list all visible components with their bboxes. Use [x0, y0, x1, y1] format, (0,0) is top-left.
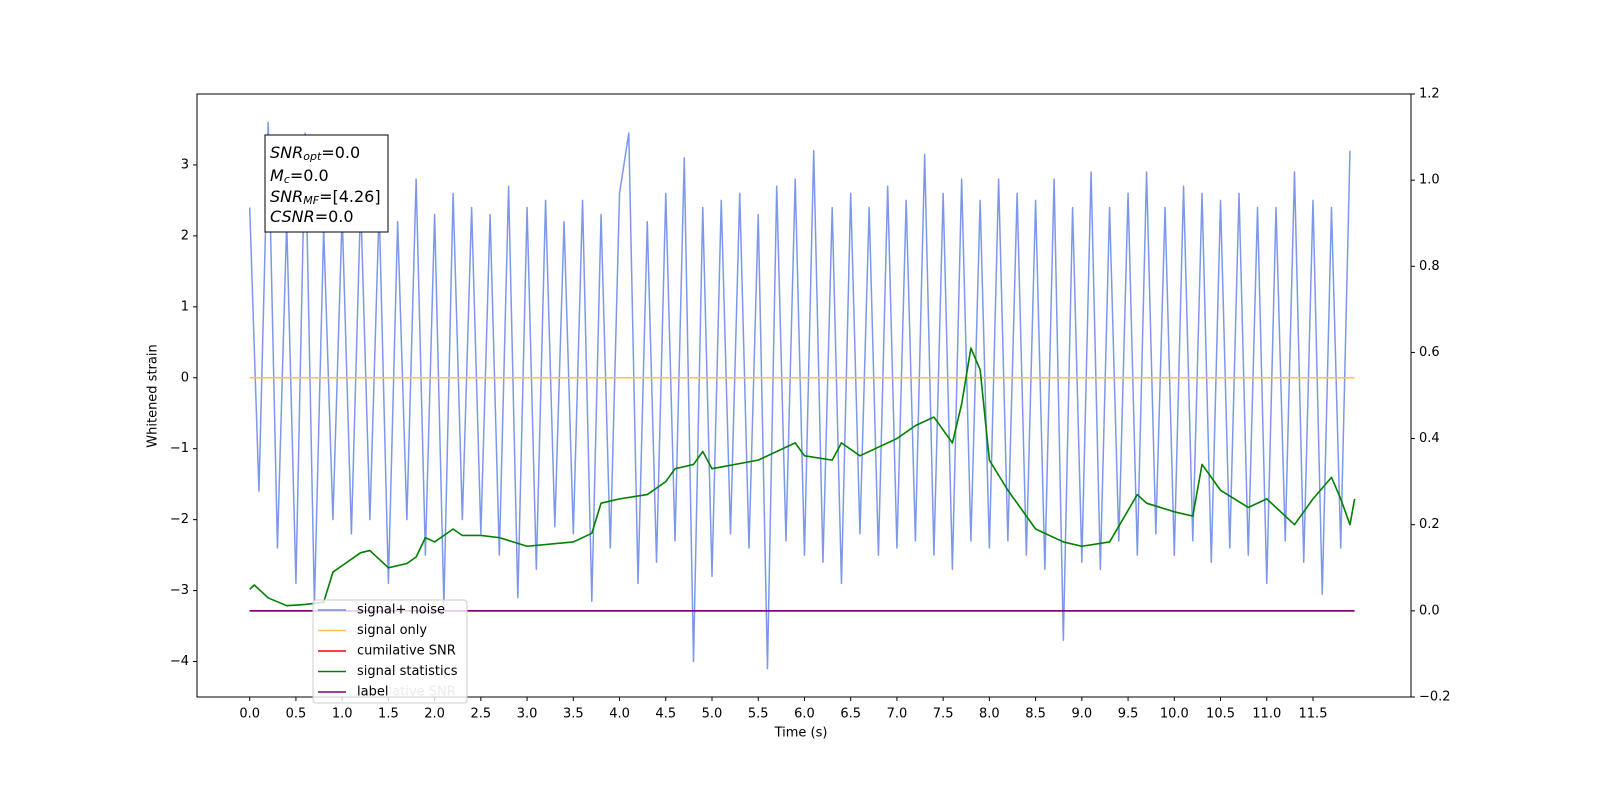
x-tick-label: 9.0 [1071, 707, 1092, 722]
legend-label: cumilative SNR [357, 644, 456, 659]
y-tick-label: 0 [181, 370, 189, 385]
x-tick-label: 8.5 [1025, 707, 1046, 722]
y-tick-label: −3 [170, 583, 189, 598]
x-tick-label: 5.5 [748, 707, 769, 722]
x-tick-label: 10.5 [1206, 707, 1235, 722]
annotation-value: =0.0 [290, 166, 329, 185]
annotation-text: SNRMF=[4.26] [270, 187, 381, 208]
x-tick-label: 0.5 [286, 707, 307, 722]
annotation-subscript: c [284, 173, 290, 186]
y2-tick-label: 0.0 [1419, 603, 1440, 618]
annotation-text: Mc=0.0 [270, 166, 329, 187]
annotation-symbol: M [270, 166, 284, 185]
x-tick-label: 3.0 [517, 707, 538, 722]
series-line [249, 347, 1356, 607]
annotation-symbol: SNR [270, 187, 303, 206]
y-tick-label: −2 [170, 512, 189, 527]
x-tick-label: 4.5 [655, 707, 676, 722]
legend-label: signal statistics [357, 664, 458, 679]
x-tick-label: 10.0 [1160, 707, 1189, 722]
x-tick-label: 4.0 [609, 707, 630, 722]
legend-label: signal+ noise [357, 603, 445, 618]
legend-box [312, 599, 468, 704]
legend-label: label [357, 685, 388, 700]
y2-tick-label: 0.8 [1419, 259, 1440, 274]
annotation-value: =[4.26] [319, 187, 381, 206]
y-tick-label: 2 [181, 228, 189, 243]
x-tick-label: 8.0 [979, 707, 1000, 722]
annotation-value: =0.0 [315, 207, 354, 226]
y2-tick-label: 0.2 [1419, 517, 1440, 532]
x-tick-label: 1.5 [378, 707, 399, 722]
annotation-value: =0.0 [321, 143, 360, 162]
y2-tick-label: −0.2 [1419, 690, 1451, 705]
x-tick-label: 9.5 [1118, 707, 1139, 722]
x-axis-label: Time (s) [774, 726, 828, 741]
annotation-subscript: MF [303, 194, 319, 207]
x-tick-label: 11.0 [1252, 707, 1281, 722]
y2-tick-label: 0.4 [1419, 431, 1440, 446]
x-tick-label: 2.5 [471, 707, 492, 722]
y-tick-label: 3 [181, 157, 189, 172]
annotation-frame [264, 134, 389, 233]
x-tick-label: 2.0 [424, 707, 445, 722]
x-tick-label: 3.5 [563, 707, 584, 722]
annotation-subscript: opt [303, 150, 322, 163]
x-tick-label: 0.0 [239, 707, 260, 722]
y-axis-label: Whitened strain [146, 344, 161, 447]
y-tick-label: −1 [170, 441, 189, 456]
x-tick-label: 7.0 [887, 707, 908, 722]
y2-tick-label: 1.2 [1419, 87, 1440, 102]
x-tick-label: 11.5 [1299, 707, 1328, 722]
annotation-text: SNRopt=0.0 [270, 143, 360, 164]
series-line [248, 121, 1351, 670]
x-tick-label: 6.0 [794, 707, 815, 722]
x-tick-label: 5.0 [702, 707, 723, 722]
annotation-text: CSNR=0.0 [270, 207, 354, 226]
legend-label: signal only [357, 623, 427, 638]
x-tick-label: 6.5 [840, 707, 861, 722]
y2-tick-label: 0.6 [1419, 345, 1440, 360]
y2-tick-label: 1.0 [1419, 173, 1440, 188]
y-tick-label: −4 [170, 654, 189, 669]
x-tick-label: 1.0 [332, 707, 353, 722]
x-tick-label: 7.5 [933, 707, 954, 722]
plot-frame [196, 93, 1412, 698]
annotation-symbol: SNR [270, 143, 303, 162]
y-tick-label: 1 [181, 299, 189, 314]
annotation-symbol: CSNR [270, 207, 315, 226]
